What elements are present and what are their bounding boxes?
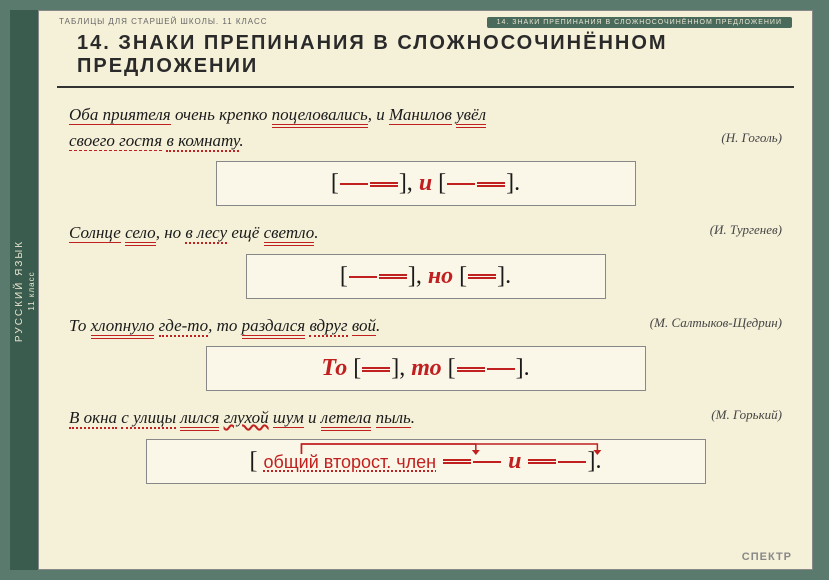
w: Солнце <box>69 223 121 243</box>
w: . <box>411 408 415 427</box>
author-1: (Н. Гоголь) <box>721 128 782 148</box>
header-top: ТАБЛИЦЫ ДЛЯ СТАРШЕЙ ШКОЛЫ. 11 КЛАСС 14. … <box>39 11 812 28</box>
conj: и <box>419 170 432 196</box>
w: очень крепко <box>175 105 267 124</box>
author-3: (М. Салтыков-Щедрин) <box>650 313 782 333</box>
w: и <box>308 408 317 427</box>
conj: но <box>428 263 453 289</box>
content: Оба приятеля очень крепко поцеловались, … <box>39 88 812 508</box>
header-badge: 14. ЗНАКИ ПРЕПИНАНИЯ В СЛОЖНОСОЧИНЁННОМ … <box>487 17 792 28</box>
schema-4: [ общий второст. член и ]. <box>146 439 706 484</box>
publisher-logo: СПЕКТР <box>742 551 792 563</box>
w: хлопнуло <box>91 316 155 339</box>
w: . <box>376 316 380 335</box>
sentence-1: Оба приятеля очень крепко поцеловались, … <box>69 102 782 153</box>
conj: и <box>508 448 521 474</box>
w: Оба приятеля <box>69 105 171 125</box>
title-block: 14. ЗНАКИ ПРЕПИНАНИЯ В СЛОЖНОСОЧИНЁННОМ … <box>57 28 794 88</box>
page-title: 14. ЗНАКИ ПРЕПИНАНИЯ В СЛОЖНОСОЧИНЁННОМ … <box>77 32 774 78</box>
w: То <box>69 316 86 335</box>
w: увёл <box>456 105 486 128</box>
sentence-2: Солнце село, но в лесу ещё светло. (И. Т… <box>69 220 782 246</box>
common-member: общий второст. член <box>264 452 437 472</box>
w: вдруг <box>309 316 347 337</box>
example-4: В окна с улицы лился глухой шум и летела… <box>69 405 782 484</box>
w: светло <box>264 223 315 246</box>
spine-sub: 11 класс <box>27 201 36 381</box>
w: . <box>314 223 318 242</box>
spine: РУССКИЙ ЯЗЫК 11 класс <box>10 10 38 570</box>
spine-label: РУССКИЙ ЯЗЫК 11 класс <box>14 201 36 381</box>
w: глухой <box>224 408 269 427</box>
w: своего гостя <box>69 131 162 151</box>
author-2: (И. Тургенев) <box>710 220 782 240</box>
w: ещё <box>231 223 259 242</box>
sentence-4: В окна с улицы лился глухой шум и летела… <box>69 405 782 431</box>
w: с улицы <box>121 408 176 429</box>
conj: То <box>321 355 347 381</box>
schema-3: То [], то []. <box>206 346 646 391</box>
example-3: То хлопнуло где-то, то раздался вдруг во… <box>69 313 782 392</box>
w: , но <box>156 223 181 242</box>
sentence-3: То хлопнуло где-то, то раздался вдруг во… <box>69 313 782 339</box>
w: раздался <box>242 316 306 339</box>
header-left: ТАБЛИЦЫ ДЛЯ СТАРШЕЙ ШКОЛЫ. 11 КЛАСС <box>59 17 268 28</box>
spine-main: РУССКИЙ ЯЗЫК <box>14 240 25 342</box>
w: пыль <box>376 408 411 428</box>
example-2: Солнце село, но в лесу ещё светло. (И. Т… <box>69 220 782 299</box>
page: ТАБЛИЦЫ ДЛЯ СТАРШЕЙ ШКОЛЫ. 11 КЛАСС 14. … <box>38 10 813 570</box>
w: шум <box>273 408 304 428</box>
w: село <box>125 223 156 246</box>
w: где-то <box>159 316 208 337</box>
w: в лесу <box>185 223 227 244</box>
w: , то <box>208 316 237 335</box>
schema-2: [], но []. <box>246 254 606 299</box>
conj: то <box>411 355 441 381</box>
w: вой <box>352 316 376 336</box>
w: летела <box>321 408 372 431</box>
w: В окна <box>69 408 117 429</box>
w: . <box>239 131 243 150</box>
w: лился <box>180 408 219 431</box>
example-1: Оба приятеля очень крепко поцеловались, … <box>69 102 782 206</box>
w: поцеловались <box>272 105 368 128</box>
w: в комнату <box>166 131 239 152</box>
w: , и <box>368 105 385 124</box>
schema-1: [], и []. <box>216 161 636 206</box>
author-4: (М. Горький) <box>711 405 782 425</box>
w: Манилов <box>389 105 452 125</box>
